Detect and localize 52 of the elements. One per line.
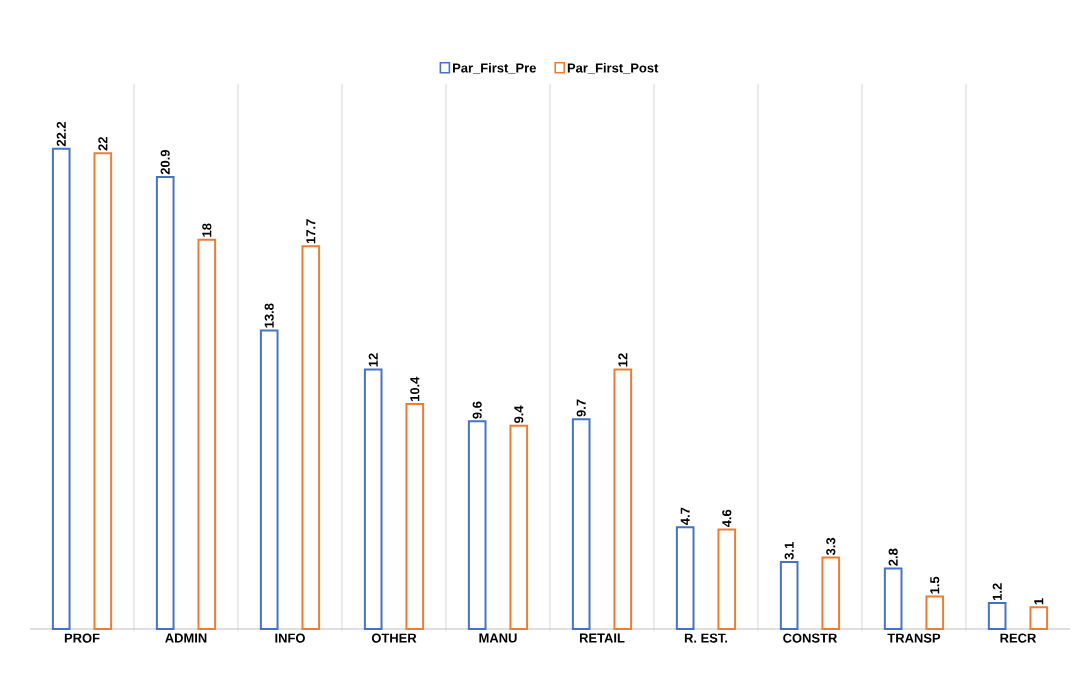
x-tick-label: MANU [479,633,517,643]
bar [363,368,383,630]
data-label: 1 [1034,598,1044,605]
data-label: 9.7 [576,399,586,417]
bar [613,368,633,630]
data-label: 22 [98,137,108,151]
data-label: 3.3 [826,537,836,556]
x-tick-label: RECR [1000,633,1037,643]
bar [717,528,737,630]
data-label: 22.2 [56,121,66,147]
bar [93,152,113,630]
x-tick-label: RETAIL [579,633,625,643]
bar [259,329,279,630]
data-label: 10.4 [410,376,420,402]
bar [509,424,529,630]
bar [1029,606,1049,630]
bar [675,526,695,630]
data-label: 13.8 [264,303,274,328]
x-tick-label: R. EST. [684,633,728,643]
data-label: 4.6 [722,509,732,528]
legend-label: Par_First_Pre [453,63,536,74]
data-label: 12 [618,353,628,367]
bar [405,403,425,630]
data-label: 17.7 [306,219,316,244]
data-label: 4.7 [680,507,690,525]
data-label: 9.6 [472,401,482,419]
data-label: 1.2 [992,583,1002,601]
bar [925,595,945,630]
x-tick-label: CONSTR [783,633,838,643]
data-label: 2.8 [888,548,898,566]
bar [301,245,321,630]
data-label: 1.5 [930,576,940,594]
data-label: 20.9 [160,150,170,175]
bar [987,602,1007,630]
data-label: 3.1 [784,542,794,560]
data-label: 12 [368,353,378,367]
x-tick-label: OTHER [371,633,417,643]
bar [197,238,217,630]
bar [883,567,903,630]
legend-label: Par_First_Post [567,63,659,74]
bar [571,418,591,630]
x-tick-label: INFO [275,633,305,643]
bar [467,420,487,630]
bar [51,147,71,630]
data-label: 9.4 [514,405,524,424]
x-tick-label: TRANSP [887,633,941,643]
bar [155,175,175,630]
x-tick-label: PROF [64,633,100,643]
x-tick-label: ADMIN [165,633,207,643]
data-label: 18 [202,223,212,237]
bar [779,560,799,630]
bar [821,556,841,630]
